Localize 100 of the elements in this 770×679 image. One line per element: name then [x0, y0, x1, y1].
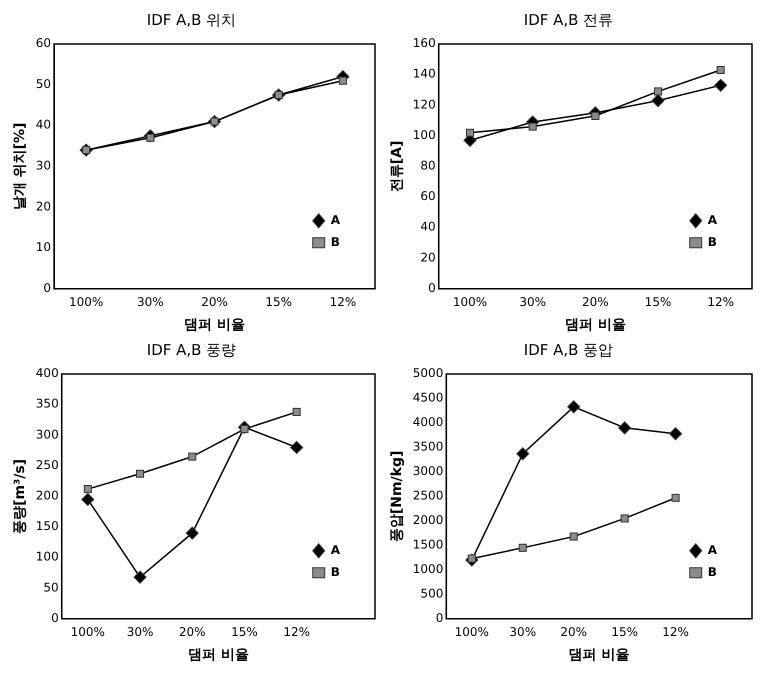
point: [652, 94, 665, 108]
legend-label: B: [708, 234, 717, 249]
x-tick-label: 30%: [519, 295, 546, 310]
x-tick-label: 12%: [330, 295, 356, 310]
y-tick-label: 350: [36, 396, 59, 411]
x-tick-label: 100%: [69, 295, 104, 310]
x-tick-label: 15%: [611, 625, 638, 640]
chart-title: IDF A,B 풍압: [524, 340, 614, 359]
x-tick-label: 12%: [283, 625, 310, 640]
y-tick-label: 3000: [412, 464, 444, 478]
x-axis-title: 댐퍼 비율: [564, 317, 626, 334]
point: [136, 470, 144, 478]
point: [669, 427, 682, 440]
point: [188, 452, 196, 461]
y-tick-label: 250: [36, 458, 59, 472]
y-axis-title: 전류[A]: [389, 140, 406, 192]
y-tick-label: 2500: [412, 488, 444, 503]
x-axis-title: 댐퍼 비율: [184, 317, 245, 334]
chart-title: IDF A,B 전류: [524, 10, 614, 29]
y-tick-label: 60: [36, 36, 52, 50]
y-tick-label: 0: [436, 610, 444, 625]
y-tick-label: 40: [36, 118, 52, 132]
x-axis-title: 댐퍼 비율: [188, 647, 249, 664]
point: [290, 440, 304, 454]
y-tick-label: 500: [420, 586, 444, 600]
y-tick-label: 5000: [412, 366, 444, 380]
y-tick-label: 2000: [412, 513, 444, 528]
point: [716, 66, 725, 74]
point: [292, 408, 301, 416]
x-tick-label: 20%: [178, 625, 206, 640]
x-tick-label: 12%: [707, 295, 734, 310]
point: [567, 400, 580, 414]
y-tick-label: 80: [420, 158, 436, 173]
point: [672, 494, 680, 502]
y-tick-label: 20: [36, 199, 52, 214]
point: [84, 485, 92, 494]
chart-title: IDF A,B 풍량: [146, 340, 236, 359]
point: [591, 112, 600, 120]
point: [518, 544, 527, 552]
x-tick-label: 15%: [265, 295, 292, 310]
point: [528, 122, 537, 131]
legend-label: A: [330, 542, 341, 557]
y-tick-label: 150: [36, 519, 59, 534]
x-tick-label: 20%: [582, 295, 609, 310]
x-axis-title: 댐퍼 비율: [568, 647, 630, 664]
legend-label: B: [330, 564, 340, 579]
y-tick-label: 1000: [412, 562, 444, 576]
y-tick-label: 10: [36, 240, 52, 254]
point: [618, 421, 632, 434]
point: [466, 128, 474, 137]
legend-label: B: [330, 234, 340, 249]
y-tick-label: 120: [412, 97, 436, 112]
y-tick-label: 60: [420, 189, 436, 204]
y-tick-label: 30: [36, 158, 52, 173]
y-tick-label: 40: [420, 220, 436, 234]
y-axis-title: 풍압[Nm/kg]: [389, 450, 406, 542]
x-tick-label: 30%: [509, 625, 536, 640]
y-tick-label: 1500: [412, 537, 444, 552]
legend-label: B: [708, 564, 717, 579]
point: [714, 78, 728, 92]
y-tick-label: 100: [412, 128, 436, 142]
y-tick-label: 50: [36, 76, 52, 91]
y-tick-label: 300: [36, 427, 59, 442]
y-tick-label: 200: [36, 488, 59, 503]
legend-label: A: [708, 212, 718, 227]
legend-label: A: [708, 542, 718, 557]
legend-label: A: [330, 212, 341, 227]
point: [620, 514, 629, 522]
y-axis-title: 날개 위치[%]: [12, 122, 28, 210]
y-tick-label: 100: [36, 550, 59, 564]
y-tick-label: 50: [43, 580, 59, 594]
x-tick-label: 30%: [126, 625, 154, 640]
y-tick-label: 20: [420, 250, 436, 264]
x-tick-label: 12%: [662, 625, 689, 640]
point: [338, 76, 347, 85]
y-tick-label: 3500: [412, 440, 444, 454]
y-tick-label: 4000: [412, 415, 444, 430]
x-tick-label: 20%: [201, 295, 228, 310]
y-tick-label: 160: [412, 36, 436, 50]
x-tick-label: 20%: [560, 625, 588, 640]
point: [81, 492, 94, 506]
point: [654, 87, 662, 96]
x-tick-label: 30%: [137, 295, 164, 310]
y-tick-label: 4500: [412, 390, 444, 405]
y-axis-title: 풍량[m³/s]: [12, 458, 28, 534]
chart-title: IDF A,B 위치: [146, 10, 236, 29]
y-tick-label: 0: [43, 280, 52, 295]
y-tick-label: 0: [51, 610, 59, 625]
y-tick-label: 140: [412, 66, 436, 81]
point: [134, 570, 147, 584]
x-tick-label: 15%: [231, 625, 258, 640]
x-tick-label: 15%: [644, 295, 672, 310]
point: [186, 526, 199, 540]
y-tick-label: 0: [428, 280, 436, 295]
point: [570, 532, 578, 541]
x-tick-label: 100%: [454, 625, 489, 640]
point: [516, 447, 530, 460]
y-tick-label: 400: [36, 366, 59, 380]
x-tick-label: 100%: [70, 625, 105, 640]
x-tick-label: 100%: [452, 295, 488, 310]
